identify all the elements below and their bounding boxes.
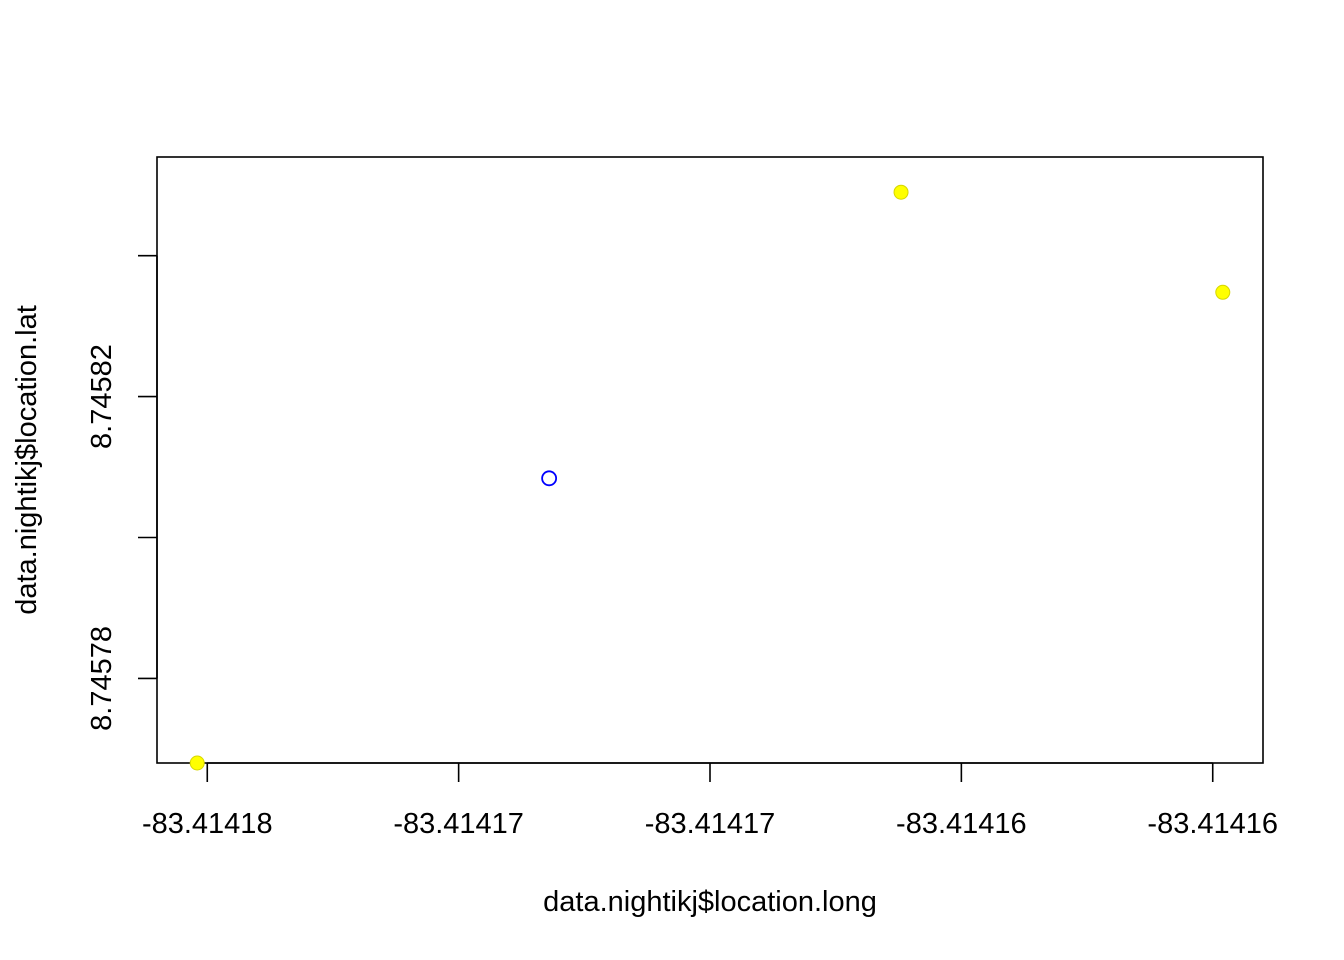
x-tick-label: -83.41417 [393, 808, 524, 840]
x-axis-label: data.nightikj$location.long [543, 886, 877, 918]
data-point [189, 755, 205, 771]
x-axis: -83.41418 -83.41417 -83.41417 -83.41416 -83.… [142, 762, 1278, 840]
x-tick-label: -83.41417 [645, 808, 776, 840]
x-tick-label: -83.41416 [1147, 808, 1278, 840]
data-points [189, 184, 1231, 771]
data-point [1215, 284, 1231, 300]
y-axis-label: data.nightikj$location.lat [11, 305, 43, 615]
data-point [541, 470, 558, 487]
y-tick-label: 8.74578 [86, 626, 118, 731]
plot-frame [156, 156, 1264, 764]
x-tick-label: -83.41416 [896, 808, 1027, 840]
data-point [893, 184, 909, 200]
y-tick-label: 8.74582 [86, 344, 118, 449]
y-axis: 8.74578 8.74582 [86, 254, 158, 731]
x-tick-label: -83.41418 [142, 808, 273, 840]
